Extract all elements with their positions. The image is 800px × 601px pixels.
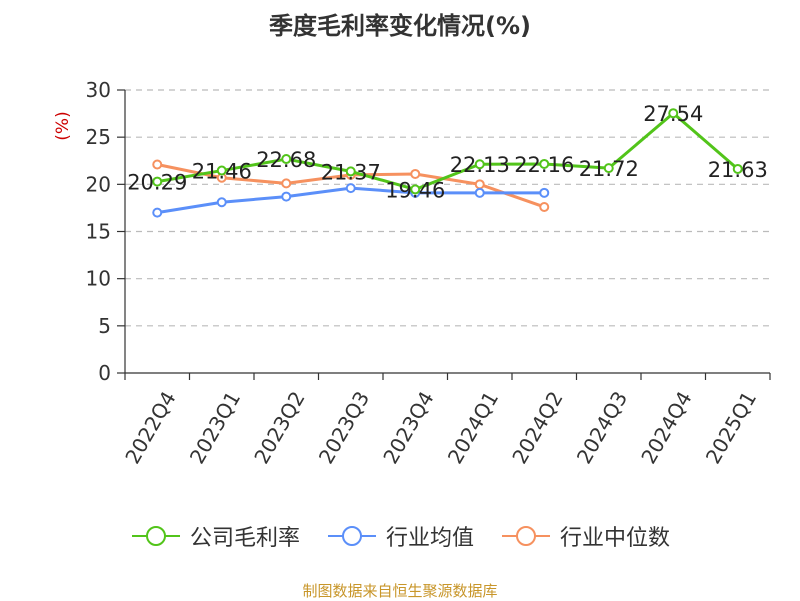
legend-line-icon bbox=[327, 526, 376, 546]
x-tick-label: 2023Q3 bbox=[314, 387, 374, 468]
data-label: 21.46 bbox=[192, 160, 252, 184]
legend-label: 行业中位数 bbox=[560, 526, 671, 551]
y-tick-label: 15 bbox=[86, 220, 111, 244]
legend-marker bbox=[516, 526, 536, 546]
x-tick-label: 2024Q4 bbox=[636, 387, 696, 468]
legend-item[interactable]: 行业均值 bbox=[326, 520, 474, 552]
data-point bbox=[345, 166, 356, 177]
data-point bbox=[152, 159, 163, 170]
x-tick-label: 2024Q3 bbox=[572, 387, 632, 468]
data-point bbox=[603, 163, 614, 174]
legend-label: 行业均值 bbox=[385, 526, 474, 551]
source-note: 制图数据来自恒生聚源数据库 bbox=[302, 582, 498, 600]
data-point bbox=[410, 184, 421, 195]
x-tick-label: 2023Q4 bbox=[378, 387, 438, 468]
legend-marker bbox=[341, 526, 362, 546]
x-tick-label: 2024Q2 bbox=[507, 387, 567, 468]
x-tick-label: 2025Q1 bbox=[701, 387, 761, 468]
legend-line-icon bbox=[502, 526, 550, 546]
y-tick-label: 5 bbox=[98, 314, 111, 338]
data-point bbox=[152, 207, 163, 218]
data-point bbox=[668, 108, 679, 119]
data-point bbox=[474, 159, 485, 170]
data-point bbox=[539, 158, 550, 169]
data-point bbox=[281, 191, 292, 202]
y-tick-label: 30 bbox=[86, 78, 111, 102]
data-point bbox=[474, 179, 485, 190]
legend-item[interactable]: 公司毛利率 bbox=[130, 520, 300, 552]
data-point bbox=[732, 163, 743, 174]
data-label: 22.13 bbox=[450, 153, 510, 177]
legend-label: 公司毛利率 bbox=[189, 526, 300, 551]
data-point bbox=[216, 197, 227, 208]
series-layer bbox=[152, 108, 743, 218]
x-tick-label: 2023Q1 bbox=[185, 387, 245, 468]
data-point bbox=[345, 183, 356, 194]
data-point bbox=[410, 168, 421, 179]
data-label: 21.72 bbox=[579, 157, 639, 181]
data-label: 22.16 bbox=[514, 153, 574, 177]
legend-item[interactable]: 行业中位数 bbox=[500, 520, 670, 552]
legend-line-icon bbox=[131, 526, 180, 546]
y-tick-label: 20 bbox=[86, 172, 111, 196]
x-tick-label: 2024Q1 bbox=[443, 387, 503, 468]
data-label: 27.54 bbox=[643, 102, 703, 126]
series-line bbox=[156, 111, 739, 191]
legend-marker bbox=[145, 526, 166, 546]
data-point bbox=[281, 154, 292, 165]
data-point bbox=[474, 187, 485, 198]
legend: 公司毛利率 行业均值 行业中位数 bbox=[0, 520, 800, 552]
data-point bbox=[539, 201, 550, 212]
y-axis-label: (%) bbox=[53, 111, 73, 140]
axis-layer: 0 5 10 15 20 25 30 2022Q4 2023Q1 2023Q2 2023Q3 2023… bbox=[86, 78, 771, 468]
data-point bbox=[281, 178, 292, 189]
grid-layer bbox=[125, 89, 770, 327]
y-tick-label: 10 bbox=[86, 267, 111, 291]
chart-title: 季度毛利率变化情况(%) bbox=[269, 12, 531, 40]
data-point bbox=[539, 187, 550, 198]
data-label: 21.63 bbox=[708, 158, 768, 182]
x-tick-label: 2022Q4 bbox=[120, 387, 180, 468]
data-label: 19.46 bbox=[385, 178, 445, 202]
data-label: 20.29 bbox=[127, 171, 187, 195]
y-tick-label: 0 bbox=[98, 361, 111, 385]
data-point bbox=[152, 176, 163, 187]
data-label: 21.37 bbox=[321, 160, 381, 184]
data-label: 22.68 bbox=[256, 148, 316, 172]
data-point bbox=[216, 165, 227, 176]
y-tick-label: 25 bbox=[86, 125, 111, 149]
x-tick-label: 2023Q2 bbox=[249, 387, 309, 468]
